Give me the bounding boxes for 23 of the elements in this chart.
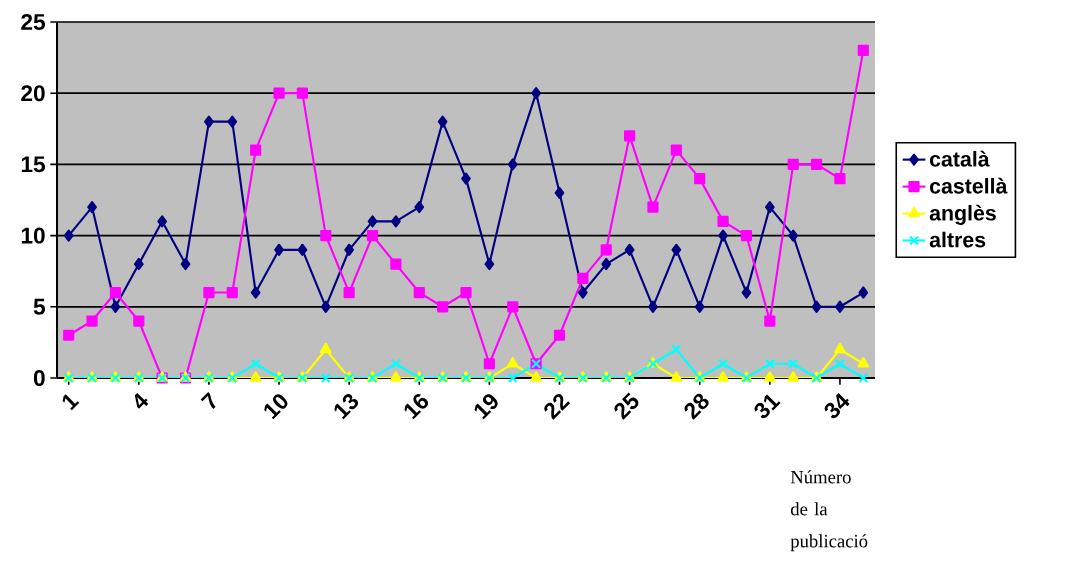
x-tick-label: 22 xyxy=(544,393,571,420)
x-tick-label: 25 xyxy=(614,392,639,420)
x-tick-label: 16 xyxy=(404,393,429,420)
legend-label: altres xyxy=(929,231,986,248)
y-tick-label: 20 xyxy=(21,85,45,102)
x-tick-label: 34 xyxy=(824,393,850,419)
y-tick-label: 15 xyxy=(21,156,45,173)
y-tick-label: 5 xyxy=(33,298,46,315)
text: Número de la publicació xyxy=(790,470,868,552)
x-tick-label: 19 xyxy=(474,394,498,420)
x-tick-label: 7 xyxy=(200,392,216,409)
x-tick-label: 10 xyxy=(264,394,288,420)
x-tick-label: 4 xyxy=(134,392,149,409)
y-tick-label: 0 xyxy=(33,369,45,387)
x-tick-label: 28 xyxy=(684,393,709,420)
legend-label: castellà xyxy=(929,177,1008,194)
legend-label: català xyxy=(929,150,990,167)
y-tick-label: 10 xyxy=(21,227,45,244)
y-tick-label: 25 xyxy=(21,13,45,31)
x-tick-label: 13 xyxy=(334,393,359,420)
x-tick-label: 1 xyxy=(62,394,80,411)
legend-label: anglès xyxy=(929,204,996,225)
x-tick-label: 31 xyxy=(754,394,781,419)
